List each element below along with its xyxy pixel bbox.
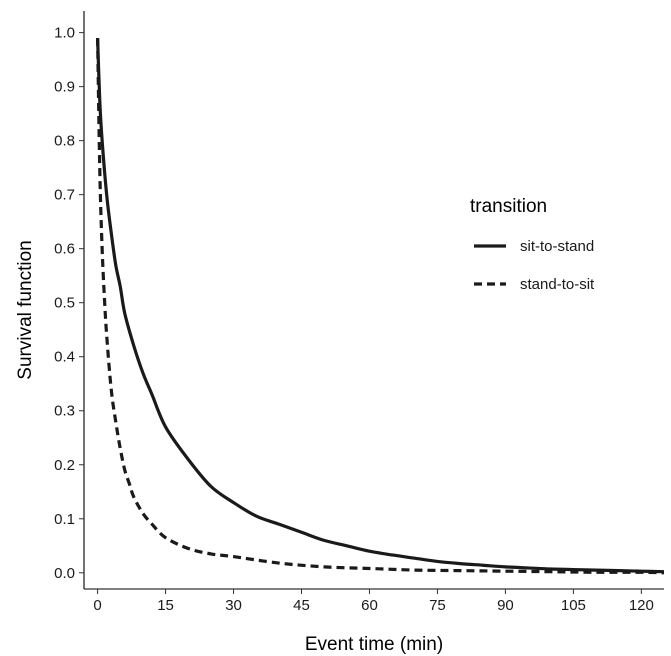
y-tick-label: 0.0 <box>54 565 75 582</box>
y-tick-label: 0.7 <box>54 187 75 204</box>
x-tick-label: 30 <box>225 597 242 614</box>
legend-title: transition <box>470 196 547 217</box>
y-tick-label: 0.3 <box>54 403 75 420</box>
y-tick-label: 0.6 <box>54 241 75 258</box>
series-line-sit-to-stand <box>95 37 665 574</box>
y-tick-label: 0.9 <box>54 79 75 96</box>
axes: 0 15 30 45 60 75 90 105 120 0.0 0.1 0.2 0.3 0.4 0.5 0.6… <box>54 11 664 614</box>
legend-label-sit-to-stand: sit-to-stand <box>520 238 594 255</box>
x-tick-label: 0 <box>93 597 101 614</box>
y-tick-label: 0.1 <box>54 511 75 528</box>
series-line-stand-to-sit <box>95 37 665 575</box>
x-axis-title: Event time (min) <box>305 634 443 655</box>
x-tick-label: 45 <box>293 597 310 614</box>
x-tick-label: 15 <box>157 597 174 614</box>
y-tick-label: 0.2 <box>54 457 75 474</box>
y-tick-label: 0.4 <box>54 349 75 366</box>
x-tick-label: 60 <box>361 597 378 614</box>
series-layer <box>95 37 665 575</box>
x-tick-label: 75 <box>429 597 446 614</box>
x-tick-label: 105 <box>561 597 586 614</box>
y-tick-label: 1.0 <box>54 25 75 42</box>
legend: transition sit-to-stand stand-to-sit <box>470 196 595 293</box>
x-tick-label: 120 <box>629 597 654 614</box>
legend-label-stand-to-sit: stand-to-sit <box>520 276 595 293</box>
y-tick-label: 0.8 <box>54 133 75 150</box>
y-axis-title: Survival function <box>15 240 36 379</box>
y-tick-label: 0.5 <box>54 295 75 312</box>
x-tick-label: 90 <box>497 597 514 614</box>
